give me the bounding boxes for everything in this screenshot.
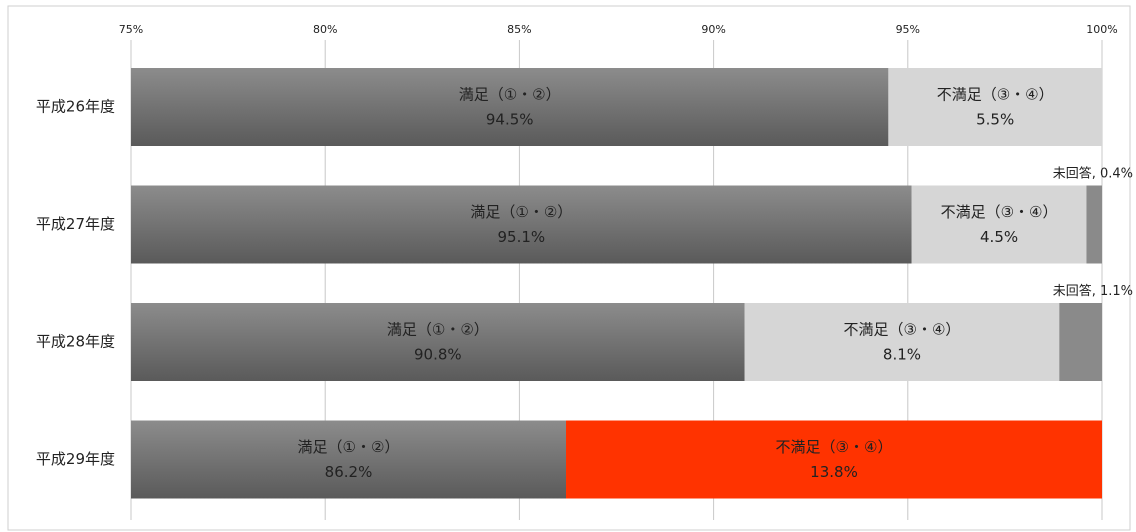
- segment-name: 満足（①・②）: [387, 321, 489, 339]
- data-label: 5.5%: [976, 111, 1014, 129]
- data-label: 13.8%: [810, 463, 858, 481]
- segment-name: 不満足（③・④）: [844, 321, 961, 339]
- bar-segment: [566, 420, 1102, 499]
- bar-segment: [888, 68, 1102, 146]
- bar-segment: [744, 303, 1060, 381]
- data-label-value: , 1.1%: [1092, 284, 1133, 299]
- x-tick-label: 80%: [313, 23, 337, 36]
- segment-name: 未回答: [1053, 283, 1092, 299]
- x-tick-label: 95%: [896, 23, 920, 36]
- data-label: 未回答, 0.4%: [1053, 165, 1133, 181]
- x-tick-label: 75%: [119, 23, 143, 36]
- segment-name: 不満足（③・④）: [937, 86, 1054, 104]
- bar-segment: [1059, 303, 1102, 381]
- data-label: 未回答, 1.1%: [1053, 283, 1133, 299]
- segment-name: 不満足（③・④）: [941, 203, 1058, 221]
- bar-segment: [131, 185, 912, 264]
- segment-name: 未回答: [1053, 165, 1092, 181]
- data-label-value: , 0.4%: [1092, 166, 1133, 181]
- category-label: 平成26年度: [36, 98, 115, 116]
- data-label: 94.5%: [486, 111, 534, 129]
- bar-segment: [131, 68, 889, 146]
- segment-name: 不満足（③・④）: [776, 438, 893, 456]
- data-label: 95.1%: [498, 228, 546, 246]
- x-tick-label: 90%: [701, 23, 725, 36]
- category-label: 平成29年度: [36, 450, 115, 468]
- frame: [7, 5, 1131, 531]
- bar-segment: [131, 303, 745, 381]
- data-label: 86.2%: [325, 463, 373, 481]
- data-label: 90.8%: [414, 346, 462, 364]
- data-label: 8.1%: [883, 346, 921, 364]
- segment-name: 満足（①・②）: [470, 203, 572, 221]
- segment-name: 満足（①・②）: [298, 438, 400, 456]
- category-label: 平成27年度: [36, 215, 115, 233]
- category-label: 平成28年度: [36, 333, 115, 351]
- x-tick-label: 85%: [507, 23, 531, 36]
- bar-segment: [1086, 185, 1102, 264]
- bar-segment: [131, 420, 567, 499]
- data-label: 4.5%: [980, 228, 1018, 246]
- bar-segment: [911, 185, 1087, 264]
- segment-name: 満足（①・②）: [459, 86, 561, 104]
- x-tick-label: 100%: [1086, 23, 1117, 36]
